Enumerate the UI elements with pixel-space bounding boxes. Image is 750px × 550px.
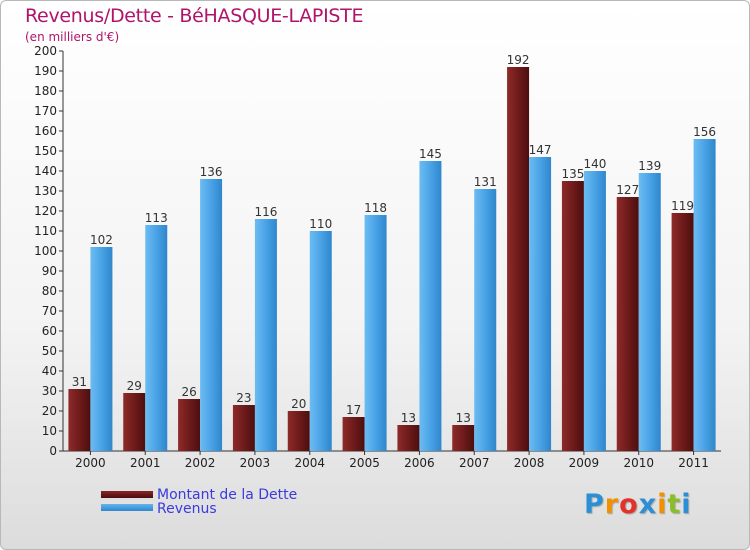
x-tick-label: 2008 <box>514 456 545 470</box>
bar-dette <box>561 181 584 451</box>
x-tick-label: 2004 <box>294 456 325 470</box>
y-tick-label: 70 <box>42 304 57 318</box>
bar-revenus <box>309 231 332 451</box>
bar-revenus <box>419 161 442 451</box>
chart-subtitle: (en milliers d'€) <box>25 30 120 44</box>
y-tick-label: 60 <box>42 324 57 338</box>
x-tick-label: 2000 <box>75 456 106 470</box>
bar-revenus <box>364 215 387 451</box>
x-tick-label: 2006 <box>404 456 435 470</box>
logo-letter: x <box>638 489 658 520</box>
y-tick-label: 200 <box>34 44 57 58</box>
bar-revenus <box>583 171 606 451</box>
data-label-revenus: 131 <box>474 175 497 189</box>
bar-dette <box>68 389 91 451</box>
y-tick-label: 50 <box>42 344 57 358</box>
bar-revenus <box>529 157 552 451</box>
y-tick-label: 80 <box>42 284 57 298</box>
data-label-revenus: 102 <box>90 233 113 247</box>
y-tick-label: 160 <box>34 124 57 138</box>
y-tick-label: 30 <box>42 384 57 398</box>
y-tick-label: 190 <box>34 64 57 78</box>
data-label-revenus: 118 <box>364 201 387 215</box>
y-tick-label: 10 <box>42 424 57 438</box>
y-tick-label: 110 <box>34 224 57 238</box>
data-label-revenus: 156 <box>693 125 716 139</box>
data-label-dette: 20 <box>291 397 306 411</box>
chart-title: Revenus/Dette - BéHASQUE-LAPISTE <box>25 5 364 27</box>
bar-dette <box>287 411 310 451</box>
data-label-dette: 31 <box>72 375 87 389</box>
y-tick-label: 120 <box>34 204 57 218</box>
y-tick-label: 150 <box>34 144 57 158</box>
bar-dette <box>452 425 475 451</box>
logo-letter: i <box>681 489 692 520</box>
bar-dette <box>342 417 365 451</box>
logo-letter: P <box>584 489 605 520</box>
data-label-dette: 192 <box>507 53 530 67</box>
bar-dette <box>178 399 201 451</box>
x-tick-label: 2010 <box>623 456 654 470</box>
x-tick-label: 2009 <box>569 456 600 470</box>
bar-revenus <box>254 219 277 451</box>
bar-revenus <box>474 189 497 451</box>
bar-revenus <box>145 225 168 451</box>
y-tick-label: 140 <box>34 164 57 178</box>
bar-revenus <box>693 139 716 451</box>
x-tick-label: 2001 <box>130 456 161 470</box>
y-tick-label: 180 <box>34 84 57 98</box>
legend-swatch-revenus <box>101 504 153 511</box>
data-label-dette: 135 <box>561 167 584 181</box>
data-label-revenus: 110 <box>309 217 332 231</box>
data-label-revenus: 147 <box>529 143 552 157</box>
x-tick-label: 2002 <box>185 456 216 470</box>
data-label-dette: 29 <box>127 379 142 393</box>
bar-dette <box>123 393 146 451</box>
legend-label-dette: Montant de la Dette <box>157 487 298 503</box>
bar-revenus <box>638 173 661 451</box>
x-tick-label: 2005 <box>349 456 380 470</box>
data-label-revenus: 113 <box>145 211 168 225</box>
logo-letter: o <box>619 489 639 520</box>
data-label-revenus: 116 <box>254 205 277 219</box>
data-label-dette: 119 <box>671 199 694 213</box>
y-tick-label: 170 <box>34 104 57 118</box>
y-tick-label: 90 <box>42 264 57 278</box>
logo-letter: i <box>657 489 668 520</box>
bar-dette <box>232 405 255 451</box>
y-tick-label: 0 <box>49 444 57 458</box>
logo-letter: t <box>667 489 682 520</box>
proxiti-logo: Proxiti <box>584 489 692 520</box>
x-tick-label: 2011 <box>678 456 709 470</box>
bar-dette <box>671 213 694 451</box>
bar-revenus <box>90 247 113 451</box>
y-tick-label: 40 <box>42 364 57 378</box>
data-label-revenus: 136 <box>200 165 223 179</box>
x-tick-label: 2007 <box>459 456 490 470</box>
data-label-revenus: 145 <box>419 147 442 161</box>
data-label-dette: 127 <box>616 183 639 197</box>
bar-dette <box>507 67 530 451</box>
data-label-dette: 13 <box>456 411 471 425</box>
bar-revenus <box>200 179 223 451</box>
x-tick-label: 2003 <box>240 456 271 470</box>
bar-dette <box>397 425 420 451</box>
y-tick-label: 20 <box>42 404 57 418</box>
legend-swatch-dette <box>101 491 153 498</box>
legend-label-revenus: Revenus <box>157 501 217 517</box>
data-label-revenus: 140 <box>583 157 606 171</box>
data-label-dette: 13 <box>401 411 416 425</box>
data-label-dette: 23 <box>236 391 251 405</box>
data-label-revenus: 139 <box>638 159 661 173</box>
data-label-dette: 26 <box>181 385 196 399</box>
y-tick-label: 130 <box>34 184 57 198</box>
y-tick-label: 100 <box>34 244 57 258</box>
logo-letter: r <box>604 489 620 520</box>
data-label-dette: 17 <box>346 403 361 417</box>
bar-dette <box>616 197 639 451</box>
